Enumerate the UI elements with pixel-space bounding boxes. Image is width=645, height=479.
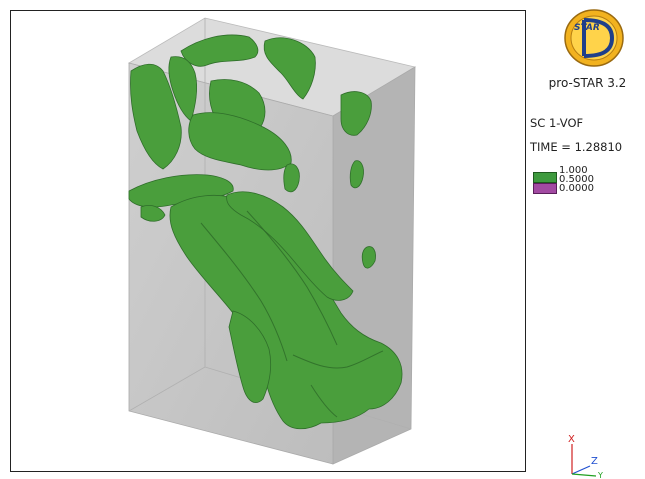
pro-star-logo: STAR (564, 9, 624, 67)
axis-y-label: Y (597, 471, 603, 478)
axis-x-label: X (568, 434, 575, 445)
time-label: TIME = (530, 140, 571, 154)
scalar-label: SC 1-VOF (530, 116, 584, 130)
side-panel: STAR pro-STAR 3.2 SC 1-VOF TIME = 1.2881… (530, 0, 645, 479)
legend-value-min: 0.0000 (559, 183, 594, 194)
graphics-viewport[interactable] (10, 10, 526, 472)
axis-triad: X Z Y (568, 434, 603, 478)
isosurface (128, 34, 403, 430)
product-name: pro-STAR 3.2 (548, 76, 627, 90)
legend-value-mid: 0.5000 (559, 174, 594, 185)
axis-z-label: Z (591, 456, 598, 467)
time-readout: TIME = 1.28810 (530, 140, 622, 154)
legend-swatch-low (533, 183, 557, 194)
vof-isosurface-render (127, 17, 417, 465)
legend-value-max: 1.000 (559, 165, 588, 176)
legend-swatch-high (533, 172, 557, 183)
logo-text: STAR (574, 23, 600, 33)
time-value: 1.28810 (574, 140, 623, 154)
